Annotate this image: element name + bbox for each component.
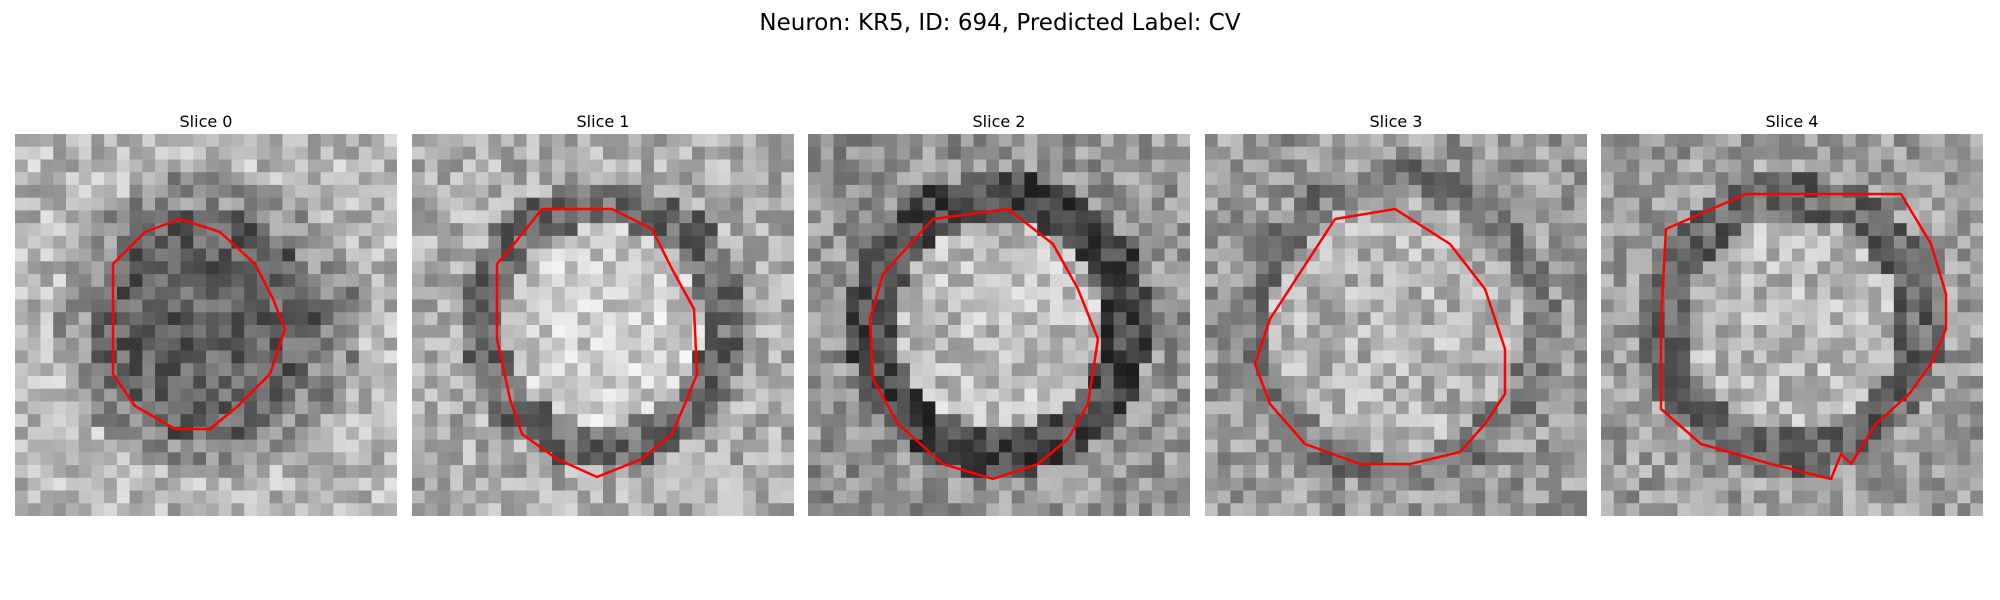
slice-panel-0: Slice 0 bbox=[15, 112, 397, 516]
slice-image bbox=[1205, 134, 1587, 516]
segmentation-contour bbox=[495, 207, 699, 479]
slice-image bbox=[1601, 134, 1983, 516]
slice-title: Slice 4 bbox=[1765, 112, 1819, 131]
segmentation-contour bbox=[1253, 207, 1507, 466]
segmentation-contour bbox=[111, 217, 287, 431]
slice-title: Slice 0 bbox=[179, 112, 233, 131]
segmentation-contour bbox=[868, 207, 1100, 481]
slice-image bbox=[15, 134, 397, 516]
slice-panel-3: Slice 3 bbox=[1205, 112, 1587, 516]
slice-title: Slice 1 bbox=[576, 112, 630, 131]
slice-image bbox=[808, 134, 1190, 516]
slice-panel-4: Slice 4 bbox=[1601, 112, 1983, 516]
figure-title: Neuron: KR5, ID: 694, Predicted Label: C… bbox=[759, 10, 1241, 36]
slice-image bbox=[412, 134, 794, 516]
slice-title: Slice 2 bbox=[972, 112, 1026, 131]
segmentation-contour bbox=[1659, 192, 1948, 481]
slice-panel-1: Slice 1 bbox=[412, 112, 794, 516]
slice-title: Slice 3 bbox=[1369, 112, 1423, 131]
slice-panel-2: Slice 2 bbox=[808, 112, 1190, 516]
